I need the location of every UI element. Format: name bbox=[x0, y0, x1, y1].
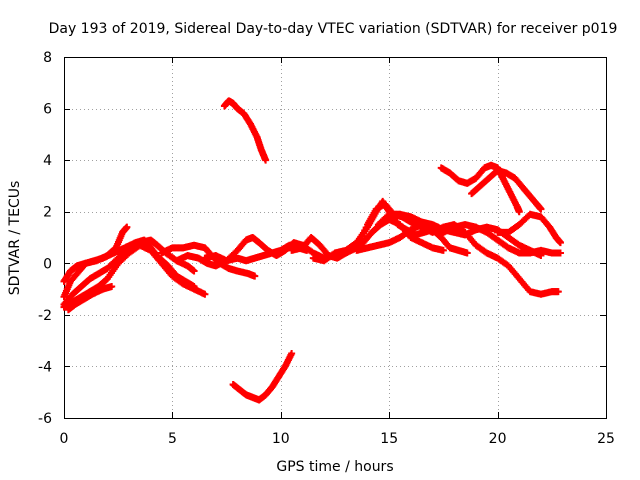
data-point bbox=[190, 282, 198, 290]
x-tick-label: 10 bbox=[272, 431, 290, 447]
ticks: 0 5 10 15 20 25 -6 -4 -2 0 2 4 6 8 bbox=[38, 50, 615, 447]
y-axis-label: SDTVAR / TECUs bbox=[7, 181, 23, 296]
x-tick-label: 5 bbox=[168, 431, 177, 447]
data-point bbox=[288, 350, 296, 358]
data-point bbox=[108, 282, 116, 290]
x-tick-label: 15 bbox=[380, 431, 398, 447]
plot-frame bbox=[64, 57, 607, 419]
data-point bbox=[556, 249, 564, 257]
chart-title: Day 193 of 2019, Sidereal Day-to-day VTE… bbox=[49, 21, 618, 37]
data-point bbox=[554, 288, 562, 296]
data-point bbox=[515, 208, 523, 216]
y-tick-label: 8 bbox=[43, 50, 52, 66]
series-arc9 bbox=[220, 97, 270, 164]
x-tick-label: 20 bbox=[489, 431, 507, 447]
y-tick-label: -2 bbox=[38, 308, 52, 324]
series-arc17 bbox=[468, 166, 545, 213]
series-arc4 bbox=[64, 282, 116, 314]
data-point bbox=[537, 252, 545, 260]
series-arc5 bbox=[60, 236, 198, 290]
y-tick-label: 4 bbox=[43, 153, 52, 169]
data-point bbox=[262, 156, 270, 164]
y-tick-label: 0 bbox=[43, 256, 52, 272]
y-tick-label: 6 bbox=[43, 102, 52, 118]
x-tick-label: 25 bbox=[597, 431, 615, 447]
series-arc10 bbox=[229, 350, 296, 404]
x-axis-label: GPS time / hours bbox=[276, 459, 393, 475]
data-point bbox=[463, 249, 471, 257]
series-arc6 bbox=[158, 241, 259, 280]
data-point bbox=[201, 290, 209, 298]
grid bbox=[64, 57, 606, 418]
series-arc18 bbox=[494, 210, 564, 247]
series-arc15 bbox=[374, 210, 545, 260]
y-tick-label: -6 bbox=[38, 411, 52, 427]
data-point bbox=[251, 272, 259, 280]
data-point bbox=[439, 246, 447, 254]
data-point bbox=[190, 267, 198, 275]
y-tick-label: 2 bbox=[43, 205, 52, 221]
data-point bbox=[556, 239, 564, 247]
data-points bbox=[60, 97, 564, 404]
data-point bbox=[123, 223, 131, 231]
y-tick-label: -4 bbox=[38, 359, 52, 375]
x-tick-label: 0 bbox=[60, 431, 69, 447]
data-point bbox=[537, 205, 545, 213]
